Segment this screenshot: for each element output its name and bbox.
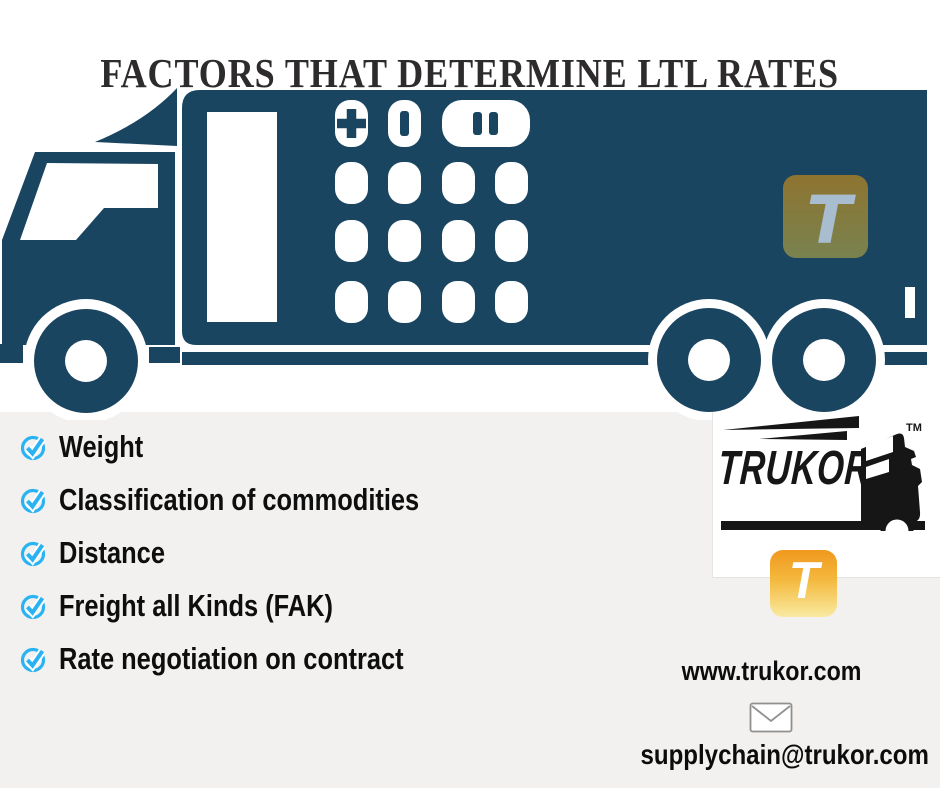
email-envelope-icon: [749, 702, 793, 733]
check-circle-icon: [20, 435, 46, 460]
page-title: FACTORS THAT DETERMINE LTL RATES: [100, 50, 840, 97]
wheels: [34, 308, 876, 413]
truck-illustration: T: [0, 88, 927, 413]
check-circle-icon: [20, 488, 46, 513]
check-circle-icon: [20, 647, 46, 672]
factor-label: Distance: [59, 535, 165, 570]
truck-logo-letter: T: [806, 182, 856, 259]
list-item: Rate negotiation on contract: [20, 643, 498, 674]
factor-label: Rate negotiation on contract: [59, 641, 404, 676]
logo-wheel-arc: [880, 514, 914, 532]
check-circle-icon: [20, 541, 46, 566]
factor-label: Weight: [59, 429, 144, 464]
logo-truck-cab: [861, 433, 922, 530]
fuel-tank: [149, 347, 180, 363]
trailer-body: [182, 90, 927, 345]
trailer-door: [207, 112, 277, 322]
trukor-t-logo: T: [770, 550, 837, 617]
speed-line: [723, 416, 859, 430]
trademark-text: TM: [906, 422, 922, 434]
factors-checklist: Weight Classification of commodities Dis…: [20, 431, 498, 674]
trukor-logo-art: TM: [721, 416, 925, 543]
factor-label: Freight all Kinds (FAK): [59, 588, 333, 623]
t-logo-letter: T: [788, 551, 819, 610]
list-item: Weight: [20, 431, 498, 462]
check-circle-icon: [20, 594, 46, 619]
trailer-marker-light: [905, 287, 915, 318]
logo-baseline: [721, 521, 885, 530]
factor-label: Classification of commodities: [59, 482, 420, 517]
email-link[interactable]: supplychain@trukor.com: [640, 739, 929, 770]
calculator-button-pause: [442, 100, 530, 147]
website-link[interactable]: www.trukor.com: [682, 656, 862, 686]
calculator-button-one: [388, 100, 421, 147]
list-item: Distance: [20, 537, 498, 568]
cab-roof: [95, 88, 177, 146]
calculator-button-plus: [335, 100, 368, 147]
speed-line: [759, 431, 847, 440]
front-bumper: [0, 344, 23, 363]
calculator-keypad: [335, 162, 528, 323]
list-item: Classification of commodities: [20, 484, 498, 515]
list-item: Freight all Kinds (FAK): [20, 590, 498, 621]
cab-window: [20, 163, 158, 240]
truck-side-logo: T: [783, 175, 868, 259]
